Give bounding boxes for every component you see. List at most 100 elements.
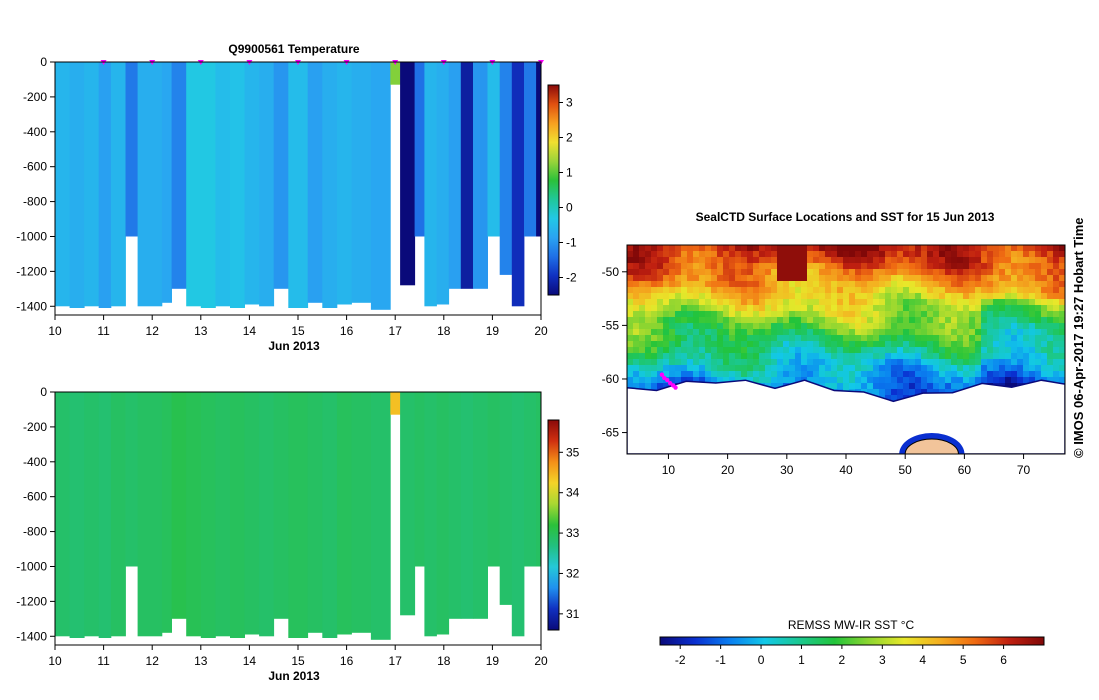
sst-cell (879, 389, 886, 396)
map-y-tick-label: -65 (602, 426, 620, 440)
sst-cell (807, 353, 814, 360)
sst-cell (957, 293, 964, 300)
sst-cell (633, 257, 640, 264)
sst-cell (813, 359, 820, 366)
colorbar-tick-label: 32 (566, 566, 580, 580)
sst-cell (999, 317, 1006, 324)
sst-cell (885, 299, 892, 306)
sst-cell (741, 311, 748, 318)
sst-cell (771, 269, 778, 276)
sst-cell (1011, 245, 1018, 252)
sst-cell (1053, 287, 1060, 294)
sst-cell (771, 287, 778, 294)
sst-cell (789, 275, 796, 282)
y-tick-label: -200 (23, 420, 47, 434)
sst-cell (789, 299, 796, 306)
sst-cell (741, 317, 748, 324)
colorbar-tick-label: 33 (566, 526, 580, 540)
sst-cell (759, 293, 766, 300)
sst-cell (645, 347, 652, 354)
sst-cell (819, 287, 826, 294)
sst-map-x-axis: 10 20 30 40 50 60 70 (662, 454, 1031, 477)
sst-cell (1029, 377, 1036, 384)
sst-cell (969, 359, 976, 366)
sst-cell (681, 311, 688, 318)
sst-cell (909, 371, 916, 378)
sst-cell (831, 311, 838, 318)
sst-cell (807, 341, 814, 348)
sst-cell (897, 269, 904, 276)
sst-cell (861, 383, 868, 390)
sst-cell (981, 245, 988, 252)
sst-cell (741, 335, 748, 342)
sst-cell (981, 377, 988, 384)
sst-cell (951, 341, 958, 348)
sst-cell (867, 329, 874, 336)
sst-cell (711, 275, 718, 282)
sst-cell (909, 287, 916, 294)
sst-cell (771, 383, 778, 390)
sst-cell (729, 299, 736, 306)
sst-cell (669, 317, 676, 324)
sst-cell (789, 263, 796, 270)
profile-column-0 (55, 62, 70, 307)
sst-cell (927, 275, 934, 282)
sst-cell (789, 311, 796, 318)
sst-cell (723, 299, 730, 306)
sst-cell (903, 269, 910, 276)
sst-cell (897, 323, 904, 330)
sst-cell (843, 299, 850, 306)
sst-cell (891, 395, 898, 402)
sst-cell (801, 269, 808, 276)
sst-cell (999, 347, 1006, 354)
sst-cell (909, 365, 916, 372)
sst-cell (783, 323, 790, 330)
sst-cell (729, 371, 736, 378)
sst-cell (711, 245, 718, 252)
sst-cell (801, 365, 808, 372)
sst-cell (795, 287, 802, 294)
sst-cell (879, 281, 886, 288)
sst-cell (1059, 323, 1065, 330)
profile-column-15 (273, 392, 289, 619)
sst-cell (1005, 335, 1012, 342)
sst-cell (1041, 263, 1048, 270)
sst-cell (819, 359, 826, 366)
sst-cell (1035, 281, 1042, 288)
sst-cell (885, 263, 892, 270)
sst-cell (675, 287, 682, 294)
sst-cell (999, 305, 1006, 312)
sst-cell (705, 257, 712, 264)
sst-cell (1059, 287, 1065, 294)
sst-cell (837, 323, 844, 330)
sst-cell (891, 251, 898, 258)
sst-cell (687, 245, 694, 252)
sst-cell (837, 371, 844, 378)
sst-cell (837, 365, 844, 372)
sst-cell (789, 257, 796, 264)
sst-cell (945, 305, 952, 312)
sst-cell (861, 317, 868, 324)
sst-cell (687, 359, 694, 366)
sst-cell (765, 341, 772, 348)
sst-cell (837, 299, 844, 306)
sst-cell (627, 335, 634, 342)
profile-column-31 (499, 392, 513, 605)
sst-cell (1029, 311, 1036, 318)
sst-cell (801, 371, 808, 378)
seal-track-point (659, 372, 665, 377)
sst-cell (915, 371, 922, 378)
sst-cell (1041, 245, 1048, 252)
sst-cell (1005, 377, 1012, 384)
sst-cell (813, 377, 820, 384)
sst-cell (681, 281, 688, 288)
sst-cell (633, 275, 640, 282)
sst-cell (927, 359, 934, 366)
sst-cell (1023, 323, 1030, 330)
sst-cell (915, 287, 922, 294)
sst-cell (663, 323, 670, 330)
sst-cell (741, 329, 748, 336)
sst-cell (1053, 299, 1060, 306)
sst-cell (759, 281, 766, 288)
sst-cell (705, 269, 712, 276)
